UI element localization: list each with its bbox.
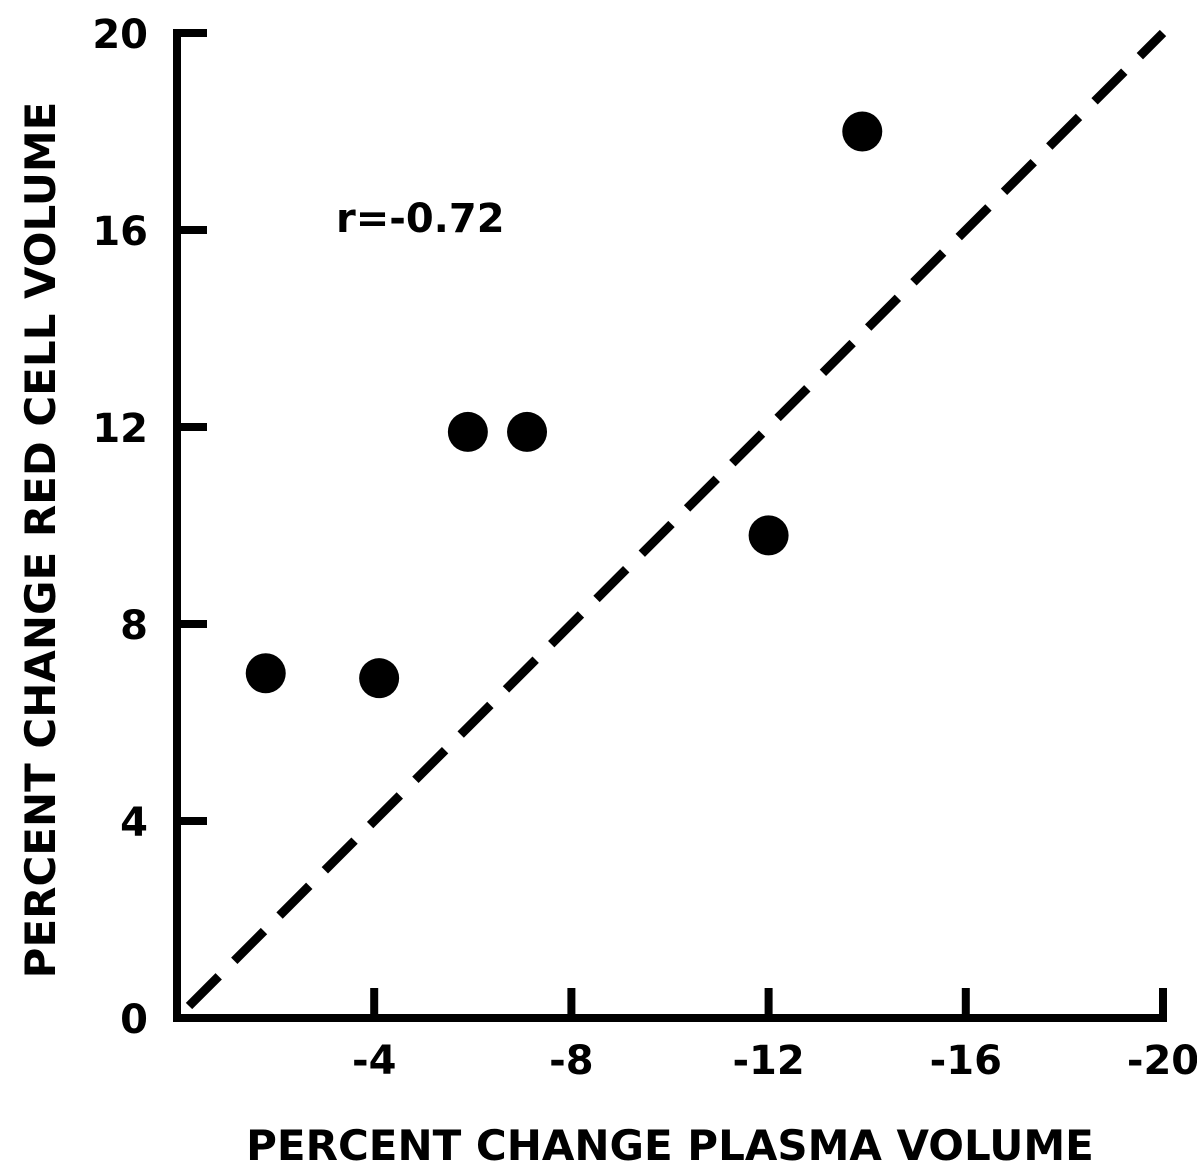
y-tick-label: 8 [120,603,148,649]
x-tick-label: -4 [352,1038,396,1084]
x-tick-label: -12 [732,1038,804,1084]
axes: 0 4 8 12 16 20 -4 -8 -12 -16 -20 [92,12,1197,1084]
reference-line-group [185,29,1167,1010]
data-point [748,515,789,556]
x-axis-title: PERCENT CHANGE PLASMA VOLUME [246,1121,1094,1170]
data-point [245,653,286,694]
data-point [359,658,400,699]
identity-dashed-line [185,29,1167,1010]
data-point [507,411,548,452]
points-group [245,111,883,699]
x-tick-label: -20 [1127,1038,1197,1084]
data-point [842,111,883,152]
y-axis-title: PERCENT CHANGE RED CELL VOLUME [16,102,65,979]
y-tick-label: 20 [92,12,148,58]
correlation-annotation: r=-0.72 [336,196,505,242]
x-tick-label: -8 [549,1038,593,1084]
y-tick-label: 0 [120,997,148,1043]
y-tick-label: 4 [120,800,148,846]
y-tick-label: 16 [92,209,148,255]
y-tick-label: 12 [92,406,148,452]
data-point [447,411,488,452]
x-tick-label: -16 [930,1038,1002,1084]
